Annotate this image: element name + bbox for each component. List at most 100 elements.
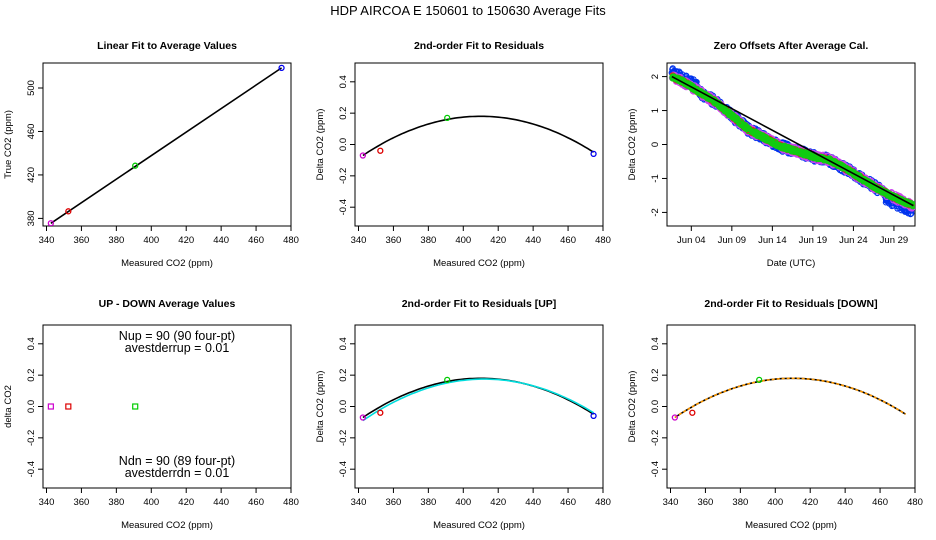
- data-point: [377, 409, 384, 416]
- plot-frame: [354, 324, 604, 489]
- x-tick-label: 420: [178, 235, 194, 246]
- plot-frame: [42, 62, 292, 227]
- x-tick-label: 340: [39, 497, 55, 508]
- data-point: [824, 156, 832, 164]
- x-tick-label: 400: [143, 235, 159, 246]
- data-point: [756, 376, 763, 384]
- panel-p1: Linear Fit to Average Values 340 360 380 400…: [3, 40, 299, 269]
- x-tick-label: 400: [143, 497, 159, 508]
- y-tick-label: 0.4: [338, 337, 349, 350]
- panel-title: UP - DOWN Average Values: [99, 298, 236, 310]
- y-tick-label: -0.2: [338, 168, 349, 184]
- fit-curve: [362, 378, 595, 422]
- plot-area: [47, 64, 285, 226]
- data-point: [132, 403, 139, 410]
- data-point: [671, 414, 679, 421]
- data-point: [689, 409, 696, 416]
- y-tick-label: -0.4: [26, 461, 37, 477]
- y-axis-label: Delta CO2 (ppm): [315, 109, 326, 181]
- x-tick-label: 360: [73, 497, 89, 508]
- x-tick-label: 340: [663, 497, 679, 508]
- y-axis-label: Delta CO2 (ppm): [627, 371, 638, 443]
- x-tick-label: 340: [351, 235, 367, 246]
- data-point: [797, 150, 805, 157]
- y-tick-label: -0.2: [26, 430, 37, 446]
- fit-curve: [362, 377, 595, 419]
- fit-curve: [674, 377, 907, 419]
- data-point: [590, 412, 597, 420]
- plot-area: [359, 376, 597, 422]
- y-tick-label: 0.2: [338, 107, 349, 120]
- x-tick-label: Jun 09: [718, 235, 747, 246]
- annotation-nup: Nup = 90 (90 four-pt): [119, 329, 235, 343]
- data-point: [898, 196, 905, 203]
- data-point: [47, 220, 55, 226]
- data-point: [717, 103, 724, 110]
- figure-title: HDP AIRCOA E 150601 to 150630 Average Fi…: [330, 3, 606, 18]
- x-tick-label: 380: [420, 235, 436, 246]
- x-tick-label: 360: [73, 235, 89, 246]
- y-tick-label: 2: [650, 74, 661, 79]
- panel-p4: UP - DOWN Average Values 340 360 380 400 420 4…: [3, 298, 299, 531]
- y-tick-label: -0.4: [338, 461, 349, 477]
- x-tick-label: 440: [837, 497, 853, 508]
- x-tick-label: Jun 04: [677, 235, 706, 246]
- annotation-ndn: Ndn = 90 (89 four-pt): [119, 454, 235, 468]
- data-point: [444, 114, 451, 122]
- fit-curve: [674, 377, 907, 419]
- data-point: [47, 403, 54, 410]
- data-point: [65, 403, 72, 410]
- x-tick-label: 380: [108, 235, 124, 246]
- x-tick-label: Jun 29: [880, 235, 909, 246]
- x-tick-label: 380: [420, 497, 436, 508]
- y-tick-label: 0.0: [338, 400, 349, 413]
- y-tick-label: 0.2: [650, 369, 661, 382]
- annotation-avestderrup: avestderrup = 0.01: [125, 341, 230, 355]
- y-axis-label: Delta CO2 (ppm): [627, 109, 638, 181]
- x-tick-label: 480: [595, 497, 611, 508]
- x-tick-label: 400: [455, 235, 471, 246]
- data-point: [65, 208, 72, 215]
- x-tick-label: 460: [248, 497, 264, 508]
- data-point: [759, 135, 766, 142]
- data-point: [359, 152, 367, 159]
- y-axis-label: True CO2 (ppm): [3, 110, 14, 179]
- x-tick-label: 480: [283, 497, 299, 508]
- data-point: [742, 125, 749, 132]
- y-tick-label: -0.4: [338, 199, 349, 215]
- y-tick-label: 0.4: [650, 337, 661, 350]
- fit-line: [50, 67, 283, 224]
- x-tick-label: 480: [283, 235, 299, 246]
- data-point: [810, 153, 817, 160]
- x-tick-label: 440: [525, 235, 541, 246]
- panel-p3: Zero Offsets After Average Cal. Jun 04 Jun…: [627, 40, 916, 269]
- panel-title: 2nd-order Fit to Residuals [DOWN]: [704, 298, 877, 310]
- y-tick-label: 380: [26, 210, 37, 226]
- y-tick-label: 500: [26, 80, 37, 96]
- x-tick-label: 380: [732, 497, 748, 508]
- data-point: [680, 80, 688, 87]
- x-tick-label: 400: [455, 497, 471, 508]
- y-tick-label: 0.0: [26, 400, 37, 413]
- x-tick-label: 440: [525, 497, 541, 508]
- panel-title: 2nd-order Fit to Residuals [UP]: [402, 298, 557, 310]
- fit-line: [671, 75, 914, 207]
- y-tick-label: -0.2: [338, 430, 349, 446]
- data-point: [857, 174, 864, 181]
- y-tick-label: -0.4: [650, 461, 661, 477]
- fit-curve: [362, 115, 595, 157]
- y-tick-label: 0.2: [26, 369, 37, 382]
- plot-frame: [666, 324, 916, 489]
- data-point: [865, 178, 872, 185]
- x-axis-label: Measured CO2 (ppm): [121, 520, 213, 531]
- x-axis-label: Measured CO2 (ppm): [745, 520, 837, 531]
- annotation-avestderrdn: avestderrdn = 0.01: [125, 466, 230, 480]
- y-tick-label: -1: [650, 174, 661, 182]
- y-tick-label: 0.2: [338, 369, 349, 382]
- data-point: [782, 144, 789, 151]
- data-point: [278, 64, 285, 72]
- x-tick-label: 460: [248, 235, 264, 246]
- plot-area: [359, 114, 597, 159]
- y-axis-label: Delta CO2 (ppm): [315, 371, 326, 443]
